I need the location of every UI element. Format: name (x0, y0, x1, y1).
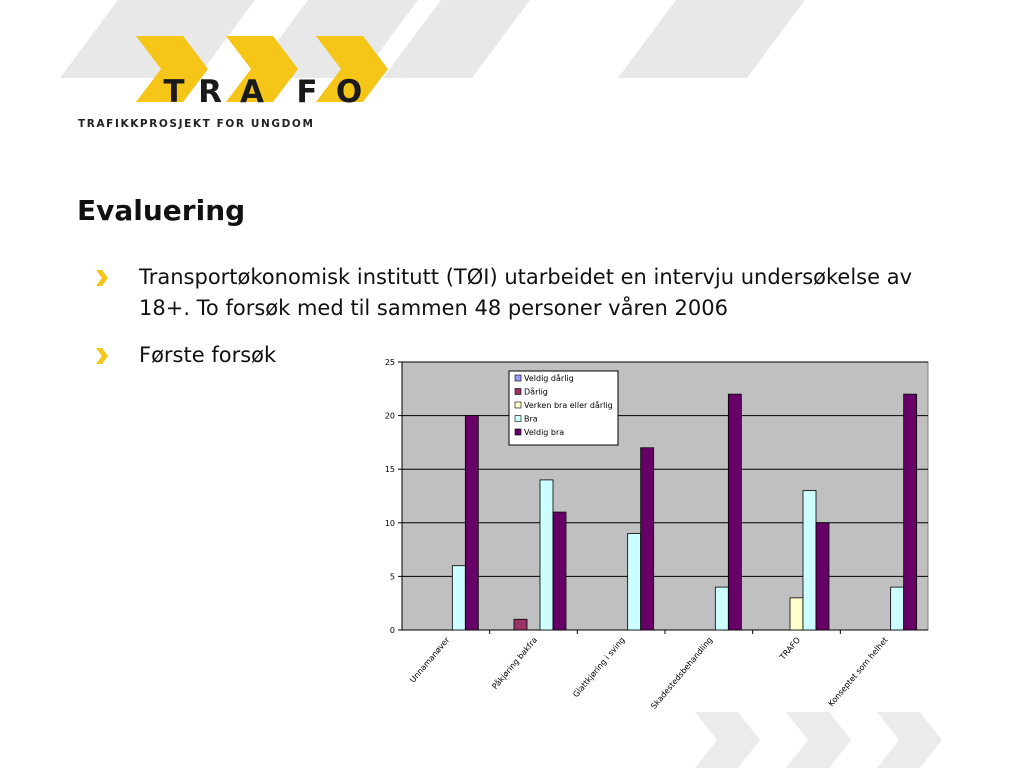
y-tick-label: 10 (385, 519, 395, 528)
logo-tagline: TRAFIKKPROSJEKT FOR UNGDOM (78, 118, 315, 130)
y-tick-label: 25 (385, 358, 395, 367)
legend (508, 370, 619, 446)
chevron-right-icon (96, 270, 108, 286)
bar-veldig-bra (464, 415, 479, 631)
bar-veldig-bra (552, 511, 567, 631)
bar-bra (451, 565, 466, 631)
bullet-list: Transportøkonomisk institutt (TØI) utarb… (94, 262, 954, 387)
legend-label: Bra (524, 415, 538, 424)
logo-letter-r: R (198, 74, 222, 110)
bullet-text: Transportøkonomisk institutt (TØI) utarb… (139, 265, 912, 320)
legend-label: Veldig dårlig (524, 373, 574, 383)
bar-veldig-bra (727, 393, 742, 631)
trafo-logo: T R A F O (78, 36, 398, 136)
legend-label: Veldig bra (524, 428, 564, 437)
y-tick-label: 5 (390, 572, 395, 581)
legend-label: Verken bra eller dårlig (524, 400, 613, 410)
bullet-text: Første forsøk (139, 343, 277, 367)
bar-veldig-bra (903, 393, 918, 631)
slide-title: Evaluering (77, 194, 246, 227)
bar-bra (714, 586, 729, 631)
legend-swatch (514, 374, 522, 382)
y-tick-label: 20 (385, 412, 395, 421)
logo-letter-o: O (336, 74, 362, 110)
bar-bra (539, 479, 554, 631)
bar-d-rlig (513, 618, 528, 631)
bar-veldig-bra (815, 522, 830, 631)
x-tick-label: Glattkjøring i sving (571, 636, 626, 700)
legend-swatch (514, 401, 522, 409)
legend-swatch (514, 388, 522, 395)
y-tick-label: 0 (390, 626, 395, 635)
chevron-right-icon (96, 348, 108, 364)
plot-area (401, 361, 929, 631)
bullet-item: Første forsøk (94, 340, 954, 371)
logo-letter-a: A (240, 74, 264, 110)
bullet-item: Transportøkonomisk institutt (TØI) utarb… (94, 262, 954, 324)
logo-letter-t: T (163, 74, 184, 110)
bar-veldig-bra (640, 447, 655, 631)
x-tick-label: Skadestedsbehandling (649, 636, 714, 711)
bar-bra (890, 586, 905, 631)
x-tick-label: Unnamanøver (408, 635, 452, 685)
bar-verken-bra-eller-d-rlig (789, 597, 804, 631)
x-tick-label: TRAFO (777, 636, 802, 663)
legend-label: Dårlig (524, 387, 548, 397)
x-tick-label: Konseptet som helhet (827, 636, 890, 709)
logo-letter-f: F (296, 74, 317, 110)
x-tick-label: Påkjøring bakfra (490, 635, 539, 691)
bar-chart: 0 5 10 15 20 25 Unnamanøver Påkjøring bakfra Gla… (385, 358, 929, 711)
legend-swatch (514, 428, 522, 436)
bar-bra (627, 533, 642, 631)
y-tick-label: 15 (385, 465, 395, 474)
legend-swatch (514, 415, 522, 422)
bar-bra (802, 490, 817, 631)
